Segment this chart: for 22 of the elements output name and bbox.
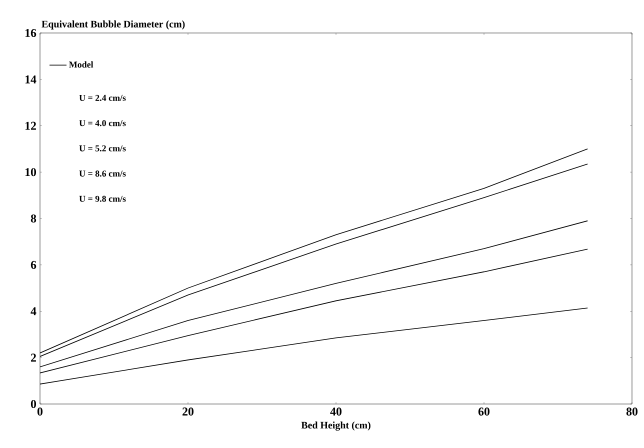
- y-tick-label: 2: [31, 354, 36, 362]
- x-tick-label: 20: [182, 408, 194, 416]
- x-axis-title: Bed Height (cm): [301, 422, 370, 431]
- legend-label: Model: [69, 61, 94, 68]
- y-tick-label: 8: [30, 214, 36, 223]
- y-tick-label: 0: [30, 400, 36, 408]
- y-tick-label: 4: [30, 307, 36, 316]
- annotation: U = 5.2 cm/s: [79, 145, 126, 152]
- x-tick-label: 60: [478, 408, 490, 416]
- x-tick-label: 0: [37, 408, 43, 416]
- y-tick-label: 14: [25, 75, 36, 84]
- y-tick-label: 6: [30, 260, 36, 269]
- annotation: U = 4.0 cm/s: [79, 120, 126, 126]
- annotation: U = 9.8 cm/s: [79, 196, 126, 202]
- annotation: U = 2.4 cm/s: [79, 94, 126, 101]
- y-axis-title: Equivalent Bubble Diameter (cm): [42, 20, 185, 30]
- x-tick-label: 40: [330, 408, 342, 416]
- annotation: U = 8.6 cm/s: [79, 170, 126, 177]
- y-tick-label: 10: [25, 168, 36, 176]
- y-tick-label: 16: [25, 28, 36, 38]
- y-tick-label: 12: [25, 122, 36, 130]
- x-tick-label: 80: [626, 408, 638, 416]
